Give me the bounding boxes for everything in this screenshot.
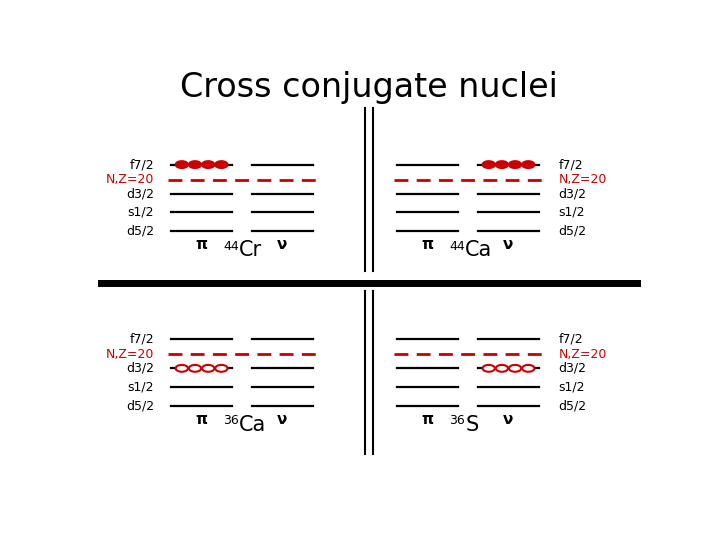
Text: N,Z=20: N,Z=20: [559, 348, 607, 361]
Ellipse shape: [189, 365, 201, 372]
Text: N,Z=20: N,Z=20: [559, 173, 607, 186]
Text: f7/2: f7/2: [130, 158, 154, 171]
Text: Ca: Ca: [239, 415, 266, 435]
Text: s1/2: s1/2: [559, 381, 585, 394]
Text: π: π: [422, 237, 433, 252]
Text: Ca: Ca: [465, 240, 492, 260]
Ellipse shape: [522, 161, 534, 168]
Text: N,Z=20: N,Z=20: [106, 348, 154, 361]
Text: 36: 36: [449, 414, 465, 427]
Ellipse shape: [509, 161, 521, 168]
Text: π: π: [196, 411, 207, 427]
Text: 44: 44: [449, 240, 465, 253]
Text: s1/2: s1/2: [127, 381, 154, 394]
Text: ν: ν: [503, 411, 513, 427]
Text: d5/2: d5/2: [126, 399, 154, 412]
Ellipse shape: [482, 161, 495, 168]
Text: 44: 44: [223, 240, 239, 253]
Text: d3/2: d3/2: [559, 362, 587, 375]
Ellipse shape: [496, 161, 508, 168]
Text: d5/2: d5/2: [559, 225, 587, 238]
Ellipse shape: [522, 365, 534, 372]
Text: s1/2: s1/2: [127, 206, 154, 219]
Text: d3/2: d3/2: [126, 187, 154, 200]
Ellipse shape: [202, 365, 215, 372]
Text: ν: ν: [503, 237, 513, 252]
Text: π: π: [422, 411, 433, 427]
Ellipse shape: [176, 161, 188, 168]
Text: S: S: [465, 415, 479, 435]
Ellipse shape: [176, 365, 188, 372]
Text: 36: 36: [223, 414, 239, 427]
Ellipse shape: [202, 161, 215, 168]
Ellipse shape: [215, 365, 228, 372]
Ellipse shape: [189, 161, 201, 168]
Text: f7/2: f7/2: [559, 158, 583, 171]
Ellipse shape: [482, 365, 495, 372]
Text: ν: ν: [277, 237, 288, 252]
Text: f7/2: f7/2: [130, 333, 154, 346]
Text: d5/2: d5/2: [559, 399, 587, 412]
Ellipse shape: [215, 161, 228, 168]
Text: N,Z=20: N,Z=20: [106, 173, 154, 186]
Text: s1/2: s1/2: [559, 206, 585, 219]
Text: d3/2: d3/2: [559, 187, 587, 200]
Text: π: π: [196, 237, 207, 252]
Text: f7/2: f7/2: [559, 333, 583, 346]
Text: d3/2: d3/2: [126, 362, 154, 375]
Text: d5/2: d5/2: [126, 225, 154, 238]
Ellipse shape: [496, 365, 508, 372]
Text: Cross conjugate nuclei: Cross conjugate nuclei: [180, 71, 558, 104]
Text: Cr: Cr: [239, 240, 262, 260]
Ellipse shape: [509, 365, 521, 372]
Text: ν: ν: [277, 411, 288, 427]
